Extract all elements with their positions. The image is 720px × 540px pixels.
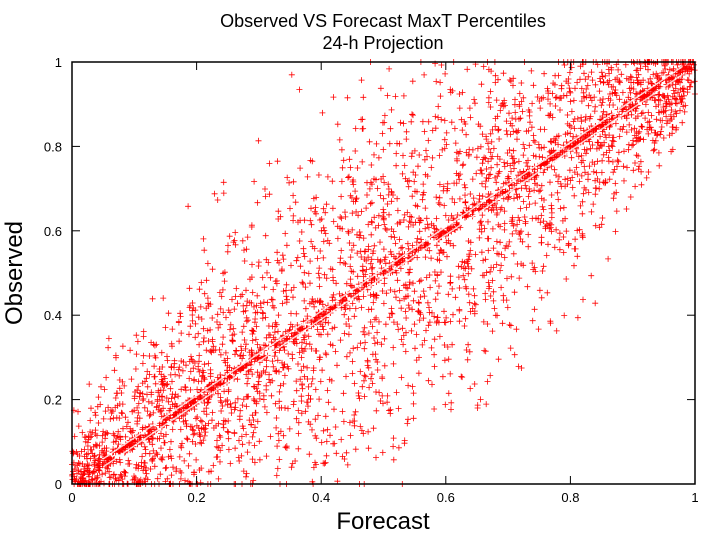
chart-subtitle: 24-h Projection [322, 33, 443, 53]
scatter-points [69, 59, 698, 487]
x-tick-label: 1 [691, 490, 698, 505]
x-tick-label: 0.6 [437, 490, 455, 505]
x-tick-label: 0.2 [188, 490, 206, 505]
y-tick-label: 0.4 [44, 308, 62, 323]
x-tick-label: 0 [68, 490, 75, 505]
axis-ticks: 0 0.2 0.4 0.6 0.8 1 0 0.2 0.4 0.6 0.8 1 [44, 55, 699, 505]
y-tick-label: 1 [55, 55, 62, 70]
x-axis-label: Forecast [336, 508, 430, 535]
y-tick-label: 0.6 [44, 224, 62, 239]
y-tick-label: 0.8 [44, 139, 62, 154]
x-tick-label: 0.8 [561, 490, 579, 505]
y-tick-label: 0.2 [44, 393, 62, 408]
chart-title: Observed VS Forecast MaxT Percentiles [220, 11, 546, 31]
y-tick-label: 0 [55, 477, 62, 492]
plot-frame [71, 61, 696, 485]
scatter-markers [69, 59, 698, 487]
y-axis-label: Observed [1, 221, 28, 325]
diagonal-gap [102, 65, 683, 460]
x-tick-label: 0.4 [312, 490, 330, 505]
diagonal-gap [102, 73, 683, 468]
